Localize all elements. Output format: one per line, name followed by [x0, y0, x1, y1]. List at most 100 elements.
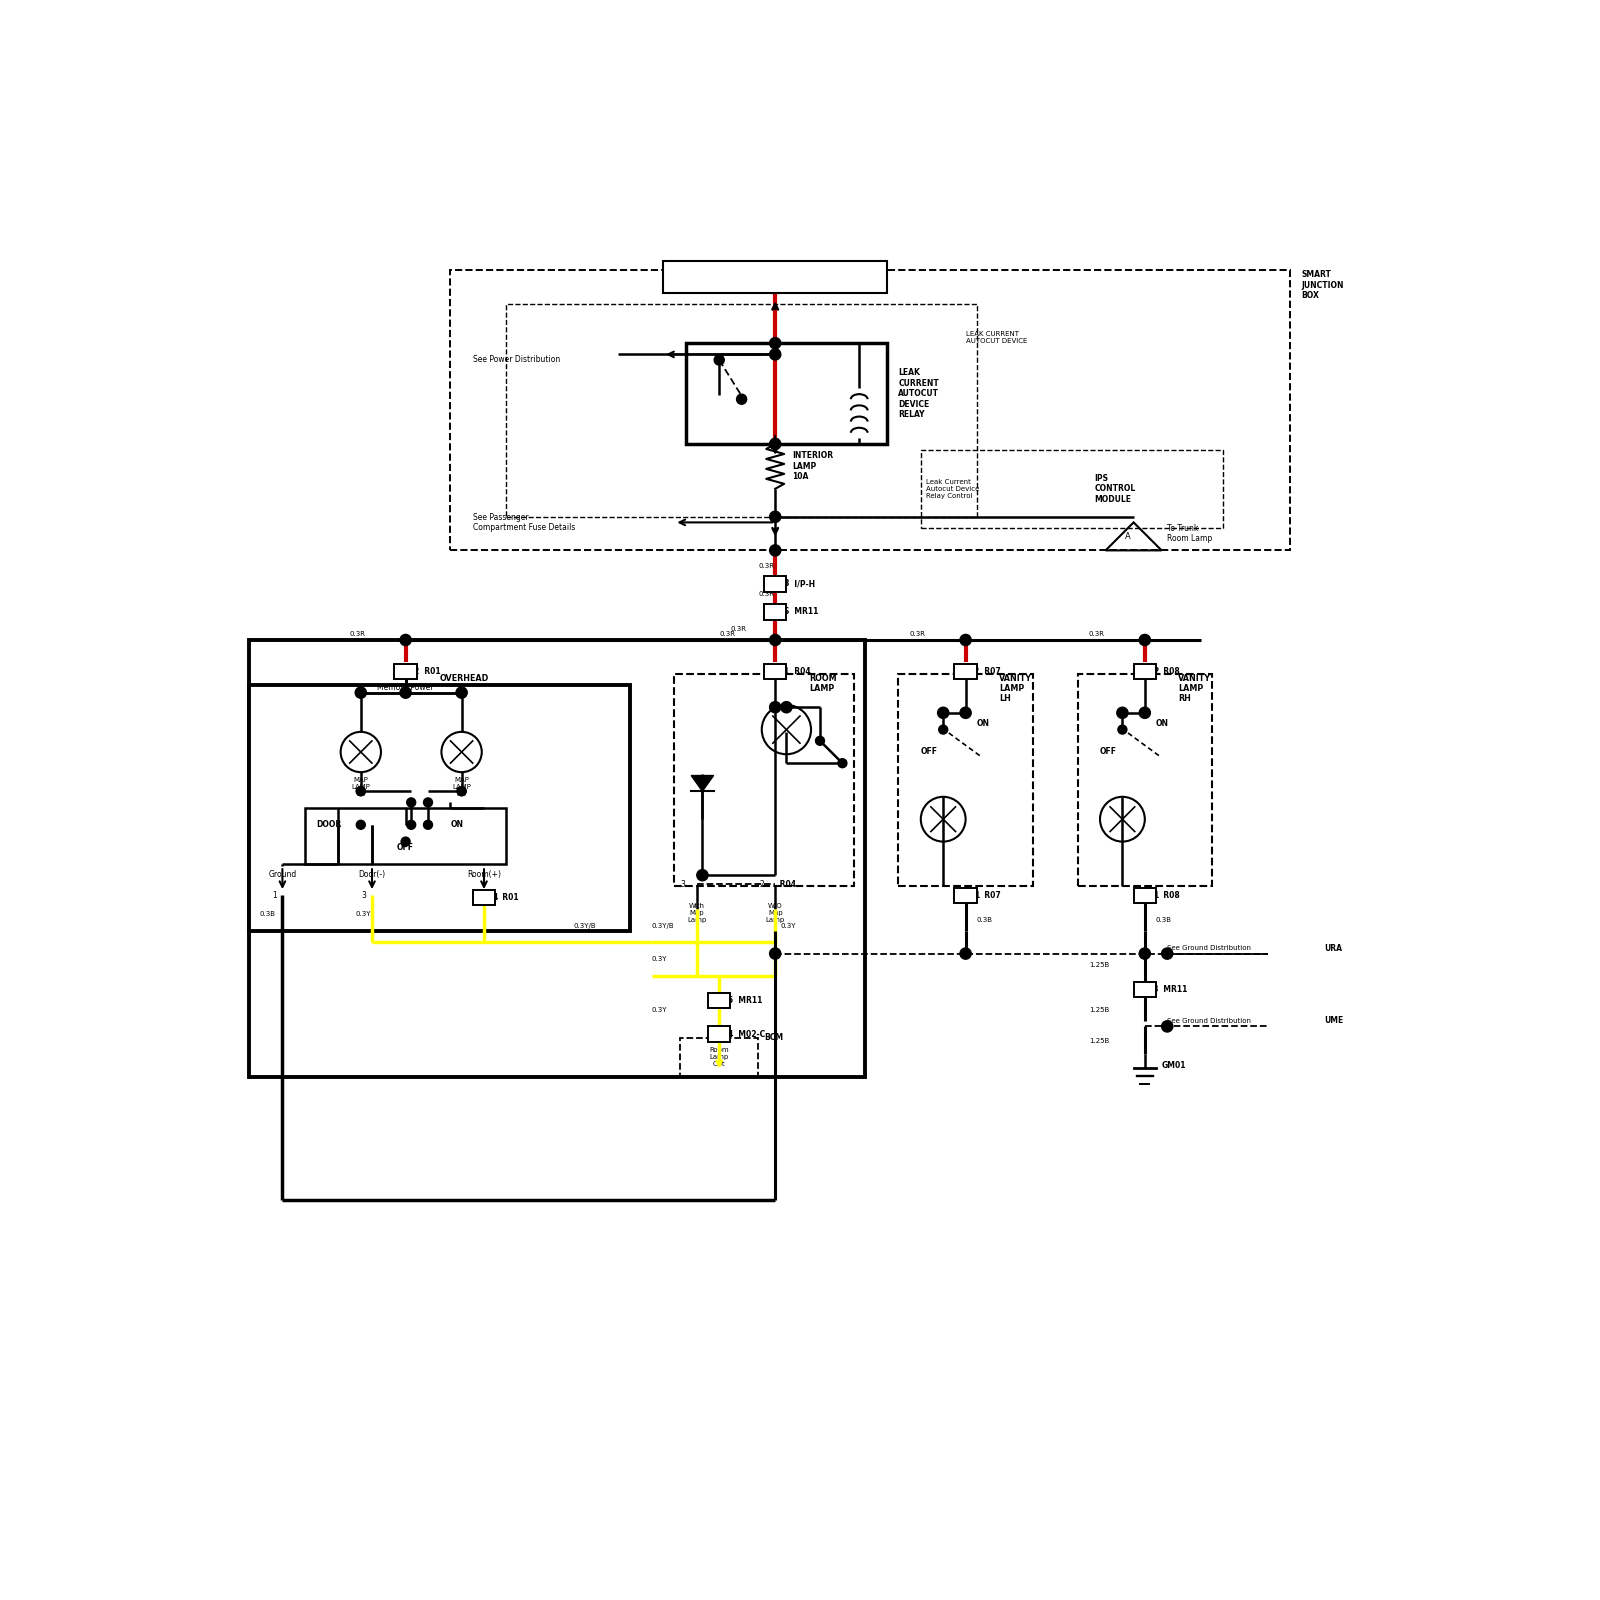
Text: 1: 1: [974, 891, 979, 899]
Text: 1: 1: [272, 891, 277, 899]
Text: INTERIOR
LAMP
10A: INTERIOR LAMP 10A: [792, 451, 834, 482]
Bar: [474, 890, 494, 906]
Text: R07: R07: [979, 667, 1000, 675]
Text: R08: R08: [1158, 667, 1179, 675]
Bar: [250, 640, 864, 1077]
Bar: [922, 450, 1222, 528]
Text: To Trunk
Room Lamp: To Trunk Room Lamp: [1166, 523, 1213, 544]
Text: W/O
Map
Lamp: W/O Map Lamp: [765, 902, 786, 923]
Text: URA: URA: [1325, 944, 1342, 952]
Bar: [675, 674, 854, 886]
Circle shape: [770, 701, 781, 714]
Bar: [765, 605, 787, 619]
Circle shape: [770, 634, 781, 645]
Text: With
Map
Lamp: With Map Lamp: [686, 902, 707, 923]
Bar: [394, 664, 416, 678]
Circle shape: [1139, 947, 1150, 960]
Circle shape: [770, 512, 781, 522]
Circle shape: [456, 686, 467, 698]
Text: 4: 4: [493, 893, 498, 902]
Text: 0.3R: 0.3R: [758, 590, 774, 597]
Text: VANITY
LAMP
RH: VANITY LAMP RH: [1178, 674, 1211, 704]
Circle shape: [960, 707, 971, 718]
Text: 2: 2: [974, 667, 979, 675]
Text: 6: 6: [784, 608, 789, 616]
Text: I/P-H: I/P-H: [789, 579, 814, 589]
Bar: [954, 664, 976, 678]
Text: R04: R04: [778, 880, 797, 888]
Circle shape: [458, 787, 466, 795]
Text: 0.3Y: 0.3Y: [781, 923, 797, 928]
Text: R08: R08: [1158, 891, 1179, 899]
Text: MAP
LAMP
RH: MAP LAMP RH: [453, 776, 470, 797]
Text: 0.3Y: 0.3Y: [355, 912, 371, 917]
Text: 0.3B: 0.3B: [976, 917, 992, 923]
Text: 0.3B: 0.3B: [259, 912, 277, 917]
Bar: [1133, 664, 1155, 678]
Text: ROOM
LAMP: ROOM LAMP: [808, 674, 837, 693]
Bar: [954, 888, 976, 902]
Circle shape: [698, 869, 707, 880]
Circle shape: [838, 758, 846, 768]
Circle shape: [1118, 725, 1126, 734]
Text: ON: ON: [1155, 720, 1170, 728]
Bar: [664, 261, 886, 293]
Circle shape: [1139, 707, 1150, 718]
Text: 1.25B: 1.25B: [1088, 1006, 1109, 1013]
Circle shape: [1162, 1021, 1173, 1032]
Text: 0.3R: 0.3R: [909, 632, 925, 637]
Text: 0.3R: 0.3R: [758, 563, 774, 570]
Circle shape: [424, 798, 432, 806]
Text: R07: R07: [979, 891, 1000, 899]
Text: LEAK
CURRENT
AUTOCUT
DEVICE
RELAY: LEAK CURRENT AUTOCUT DEVICE RELAY: [899, 368, 939, 419]
Circle shape: [714, 355, 725, 365]
Text: ON: ON: [976, 720, 990, 728]
Text: Door(-): Door(-): [358, 870, 386, 878]
Bar: [899, 674, 1034, 886]
Text: 1: 1: [784, 667, 789, 675]
Text: See Power Distribution: See Power Distribution: [474, 355, 560, 365]
Text: OVERHEAD
CONSOLE
LAMP: OVERHEAD CONSOLE LAMP: [438, 674, 488, 704]
Text: A: A: [1125, 533, 1131, 541]
Circle shape: [402, 837, 410, 846]
Text: 3: 3: [680, 880, 685, 888]
Text: 3: 3: [362, 891, 366, 899]
Text: 0.3Y/B: 0.3Y/B: [573, 923, 597, 928]
Text: Room(+): Room(+): [467, 870, 501, 878]
Text: Memory Power: Memory Power: [378, 683, 434, 691]
Text: 0.3R: 0.3R: [718, 632, 734, 637]
Bar: [250, 685, 629, 931]
Text: M02-C: M02-C: [733, 1030, 765, 1038]
Text: See Passenger
Compartment Fuse Details: See Passenger Compartment Fuse Details: [474, 512, 574, 533]
Circle shape: [1117, 707, 1128, 718]
Text: 0.3R: 0.3R: [730, 626, 746, 632]
Circle shape: [357, 821, 365, 829]
Polygon shape: [691, 776, 714, 792]
Bar: [685, 344, 886, 445]
Text: 5: 5: [728, 997, 733, 1005]
Circle shape: [1162, 947, 1173, 960]
Text: VANITY
LAMP
LH: VANITY LAMP LH: [998, 674, 1032, 704]
Text: DOOR: DOOR: [317, 821, 341, 829]
Text: 1.25B: 1.25B: [1088, 1038, 1109, 1043]
Text: 2: 2: [414, 667, 419, 675]
Text: OFF: OFF: [397, 843, 414, 851]
Text: R04: R04: [789, 667, 810, 675]
Circle shape: [406, 821, 416, 829]
Bar: [451, 270, 1291, 550]
Text: UME: UME: [1325, 1016, 1344, 1026]
Circle shape: [838, 760, 846, 766]
Circle shape: [938, 707, 949, 718]
Bar: [1078, 674, 1213, 886]
Bar: [1133, 982, 1155, 997]
Circle shape: [355, 686, 366, 698]
Text: OFF: OFF: [922, 747, 938, 757]
Circle shape: [960, 947, 971, 960]
Text: SMART
JUNCTION
BOX: SMART JUNCTION BOX: [1302, 270, 1344, 301]
Text: 0.3R: 0.3R: [1088, 632, 1104, 637]
Circle shape: [406, 798, 416, 806]
Circle shape: [960, 634, 971, 645]
Bar: [680, 1038, 758, 1077]
Text: HOT AT ALL TIMES: HOT AT ALL TIMES: [733, 272, 818, 282]
Circle shape: [424, 821, 432, 829]
